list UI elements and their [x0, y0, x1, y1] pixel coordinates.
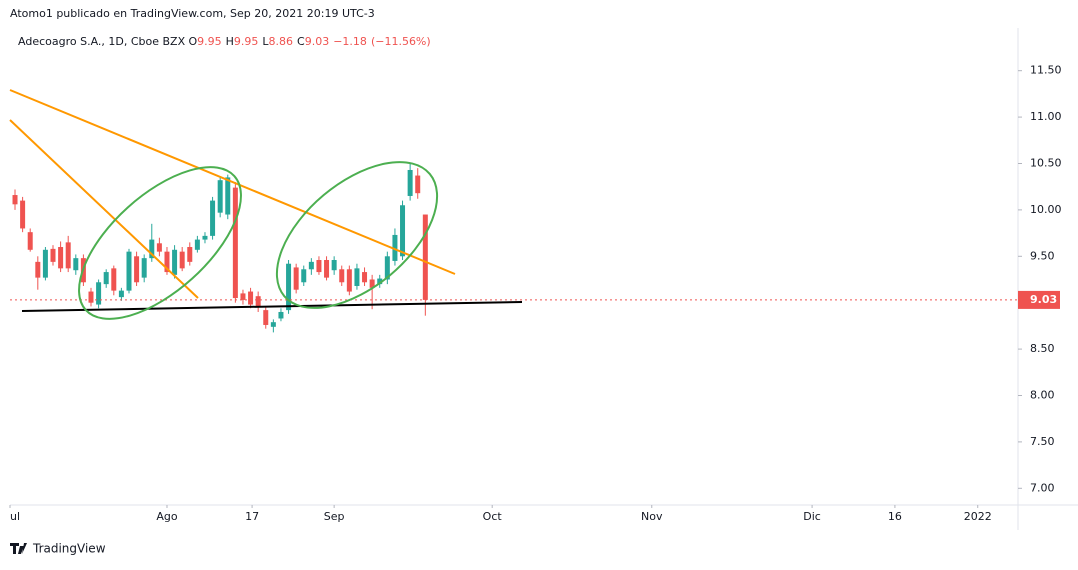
candle-body [225, 177, 231, 215]
candle-body [377, 278, 383, 285]
candle-body [27, 232, 33, 250]
l-label: L [262, 35, 269, 48]
trendline [9, 89, 456, 275]
footer: TradingView [10, 542, 106, 556]
candle-body [179, 251, 185, 269]
candle-body [118, 290, 124, 298]
candle-body [286, 263, 292, 311]
candle-body [149, 239, 155, 259]
x-tick-label: Sep [324, 510, 345, 523]
y-tick-label: 7.50 [1030, 435, 1055, 448]
trendline [9, 119, 199, 299]
candle-body [400, 205, 406, 257]
x-tick-label: 17 [245, 510, 259, 523]
candle-body [384, 256, 390, 280]
candle-body [248, 291, 254, 305]
candle-body [392, 234, 398, 261]
y-tick-label: 7.00 [1030, 481, 1055, 494]
candle-body [422, 214, 428, 300]
candle-body [88, 291, 94, 303]
candle-body [187, 247, 193, 262]
candle-body [111, 268, 117, 291]
candle-body [369, 279, 375, 288]
l-value: 8.86 [269, 35, 294, 48]
y-tick-label: 11.50 [1030, 64, 1062, 77]
candle-body [293, 267, 299, 290]
y-tick-label: 8.00 [1030, 388, 1055, 401]
candle-body [12, 195, 18, 205]
candle-body [210, 200, 216, 236]
y-tick-label: 10.50 [1030, 156, 1062, 169]
symbol: Adecoagro S.A., 1D, Cboe BZX [18, 35, 186, 48]
support-line [21, 301, 523, 312]
x-tick-label: ul [10, 510, 20, 523]
last-price-box [1018, 290, 1060, 309]
candle-body [339, 269, 345, 283]
candle-body [20, 200, 26, 229]
candle-body [278, 311, 284, 319]
x-tick-label: Nov [641, 510, 663, 523]
h-value: 9.95 [234, 35, 259, 48]
x-tick-label: Oct [483, 510, 503, 523]
candle-body [301, 269, 307, 283]
logo [10, 543, 27, 554]
candle-body [58, 247, 64, 269]
change: −1.18 [333, 35, 367, 48]
candle-body [407, 169, 413, 196]
x-tick-label: 16 [888, 510, 902, 523]
ellipse [275, 161, 439, 309]
candle-body [354, 268, 360, 286]
candle-body [164, 251, 170, 273]
candle-body [255, 296, 261, 307]
legend: Adecoagro S.A., 1D, Cboe BZX O9.95 H9.95 L8… [18, 35, 431, 48]
candle-body [217, 180, 223, 213]
y-tick-label: 9.50 [1030, 249, 1055, 262]
candle-body [194, 239, 200, 250]
candle-body [65, 242, 71, 269]
y-tick-label: 10.00 [1030, 203, 1062, 216]
candle-body [141, 258, 147, 278]
candle-body [35, 261, 41, 278]
candle-body [324, 260, 330, 278]
candle-body [134, 256, 140, 283]
x-tick-label: Dic [803, 510, 821, 523]
drawings [9, 89, 523, 320]
o-value: 9.95 [197, 35, 222, 48]
c-value: 9.03 [305, 35, 330, 48]
c-label: C [297, 35, 305, 48]
candle-body [50, 248, 56, 262]
ellipse [78, 166, 242, 320]
x-tick-label: 2022 [964, 510, 992, 523]
x-tick-label: Ago [156, 510, 178, 523]
candle-body [270, 322, 276, 327]
candle-body [346, 269, 352, 292]
h-label: H [226, 35, 234, 48]
candle-body [96, 282, 102, 305]
candle-body [316, 260, 322, 273]
plot: 7.007.508.008.509.009.5010.0010.5011.001… [9, 64, 1062, 523]
y-tick-label: 11.00 [1030, 110, 1062, 123]
brand: TradingView [32, 542, 106, 556]
change-percent: (−11.56%) [371, 35, 431, 48]
candle-body [362, 272, 368, 283]
candle-body [126, 251, 132, 291]
y-tick-label: 8.50 [1030, 342, 1055, 355]
caption: Atomo1 publicado en TradingView.com, Sep… [10, 7, 375, 20]
candle-body [240, 293, 246, 300]
candle-body [263, 310, 269, 325]
candle-body [156, 243, 162, 252]
candle-body [202, 235, 208, 240]
o-label: O [188, 35, 197, 48]
candle-body [103, 272, 109, 285]
candle-body [331, 260, 337, 271]
candle-body [73, 258, 79, 271]
candle-body [308, 261, 314, 270]
last-price-label: 9.03 [1030, 293, 1057, 306]
candle-body [172, 249, 178, 275]
candle-body [232, 187, 238, 299]
candle-body [42, 249, 48, 278]
candle-body [415, 175, 421, 194]
